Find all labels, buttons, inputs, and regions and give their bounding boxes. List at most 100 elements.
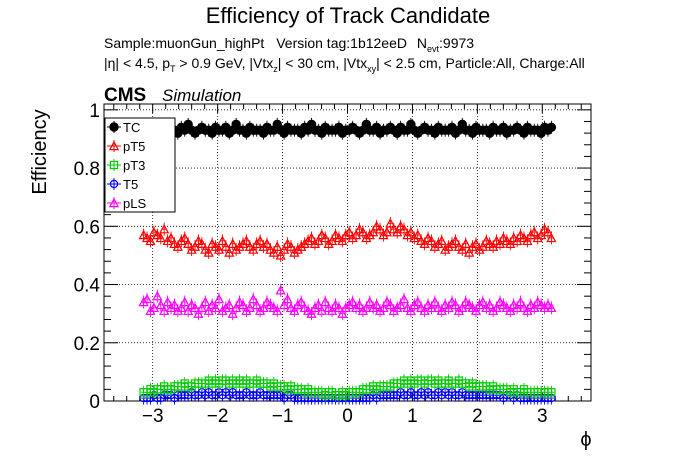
x-tick-label: 0 bbox=[342, 406, 353, 427]
data-point bbox=[368, 302, 379, 313]
data-point bbox=[525, 299, 536, 310]
data-point bbox=[248, 244, 259, 254]
data-point bbox=[357, 305, 369, 315]
data-point bbox=[326, 235, 338, 246]
data-point bbox=[491, 302, 502, 313]
legend-marker bbox=[108, 140, 120, 151]
data-point bbox=[422, 232, 434, 243]
subtitle-line-2: |η| < 4.5, pT > 0.9 GeV, |Vtxz| < 30 cm,… bbox=[104, 55, 585, 74]
data-point bbox=[460, 296, 471, 307]
data-point bbox=[477, 296, 488, 307]
data-point bbox=[440, 244, 451, 254]
data-point bbox=[546, 232, 557, 243]
data-point bbox=[316, 229, 327, 240]
data-point bbox=[227, 238, 238, 248]
data-point bbox=[268, 302, 279, 313]
subtitle-line-1: Sample:muonGun_highPt Version tag:1b12ee… bbox=[104, 35, 474, 54]
data-point bbox=[474, 299, 485, 310]
data-point bbox=[371, 299, 382, 310]
data-point bbox=[272, 305, 283, 315]
data-point bbox=[279, 244, 290, 254]
data-point bbox=[159, 305, 170, 315]
legend-entry-pt3: pT3 bbox=[107, 158, 145, 173]
data-point bbox=[258, 241, 269, 251]
data-point bbox=[443, 241, 454, 251]
data-point bbox=[172, 305, 183, 315]
data-point bbox=[347, 296, 358, 307]
data-point bbox=[522, 305, 533, 315]
data-point bbox=[440, 299, 451, 310]
y-tick-label: 0.8 bbox=[74, 159, 100, 180]
data-point bbox=[484, 238, 495, 248]
legend-marker bbox=[109, 160, 119, 170]
y-tick-label: 1 bbox=[89, 101, 100, 122]
data-point bbox=[261, 238, 273, 248]
data-point bbox=[498, 299, 509, 310]
data-point bbox=[189, 241, 201, 251]
data-point bbox=[162, 296, 173, 307]
data-point bbox=[512, 302, 523, 313]
data-point bbox=[299, 302, 310, 313]
data-point bbox=[279, 299, 290, 310]
x-tick-label: 1 bbox=[407, 406, 418, 427]
data-point bbox=[494, 238, 506, 248]
data-point bbox=[323, 238, 334, 248]
data-point bbox=[186, 299, 197, 310]
data-point bbox=[350, 229, 362, 240]
y-axis-label: Efficiency bbox=[29, 109, 51, 194]
data-point bbox=[258, 302, 269, 313]
nevt-value: :9973 bbox=[439, 35, 474, 51]
cms-sublabel: Simulation bbox=[162, 86, 241, 105]
data-point bbox=[446, 296, 458, 307]
data-point bbox=[145, 305, 156, 315]
data-point bbox=[477, 241, 488, 251]
data-point bbox=[470, 305, 482, 315]
data-point bbox=[320, 296, 331, 307]
nevt-subscript: evt bbox=[427, 44, 440, 54]
data-point bbox=[165, 232, 177, 243]
data-point bbox=[344, 226, 355, 237]
data-point bbox=[395, 220, 406, 231]
data-point bbox=[398, 223, 410, 234]
data-point bbox=[532, 296, 543, 307]
data-point bbox=[433, 302, 444, 313]
data-point bbox=[518, 232, 530, 243]
data-point bbox=[152, 229, 163, 240]
data-point bbox=[261, 296, 273, 307]
data-point bbox=[512, 235, 523, 246]
data-point bbox=[536, 299, 547, 310]
data-point bbox=[409, 232, 420, 243]
data-point bbox=[309, 302, 321, 313]
x-tick-label: 3 bbox=[537, 406, 548, 427]
data-point bbox=[474, 244, 485, 254]
legend-label: pT5 bbox=[123, 139, 145, 154]
data-point bbox=[234, 296, 245, 307]
cms-label: CMS bbox=[104, 85, 146, 106]
data-point bbox=[313, 299, 324, 310]
data-point bbox=[155, 299, 166, 310]
data-point bbox=[470, 238, 482, 248]
data-point bbox=[412, 296, 423, 307]
data-point bbox=[498, 232, 509, 243]
data-point bbox=[251, 299, 262, 310]
data-point bbox=[429, 296, 440, 307]
data-point bbox=[354, 299, 365, 310]
data-point bbox=[357, 226, 369, 237]
data-point bbox=[337, 308, 348, 318]
data-point bbox=[183, 238, 194, 248]
data-point bbox=[443, 302, 454, 313]
data-point bbox=[522, 235, 533, 246]
data-point bbox=[196, 302, 207, 313]
data-point bbox=[299, 238, 310, 248]
y-tick-label: 0 bbox=[89, 392, 100, 413]
legend-entry-pls: pLS bbox=[107, 196, 146, 211]
data-point bbox=[186, 244, 197, 254]
legend-marker bbox=[109, 122, 119, 132]
data-point bbox=[381, 226, 393, 237]
data-point bbox=[361, 302, 372, 313]
data-point bbox=[340, 302, 351, 313]
eta-cut: |η| < 4.5, p bbox=[104, 55, 170, 71]
data-point bbox=[316, 305, 327, 315]
data-point bbox=[289, 305, 300, 315]
data-point bbox=[207, 238, 218, 248]
